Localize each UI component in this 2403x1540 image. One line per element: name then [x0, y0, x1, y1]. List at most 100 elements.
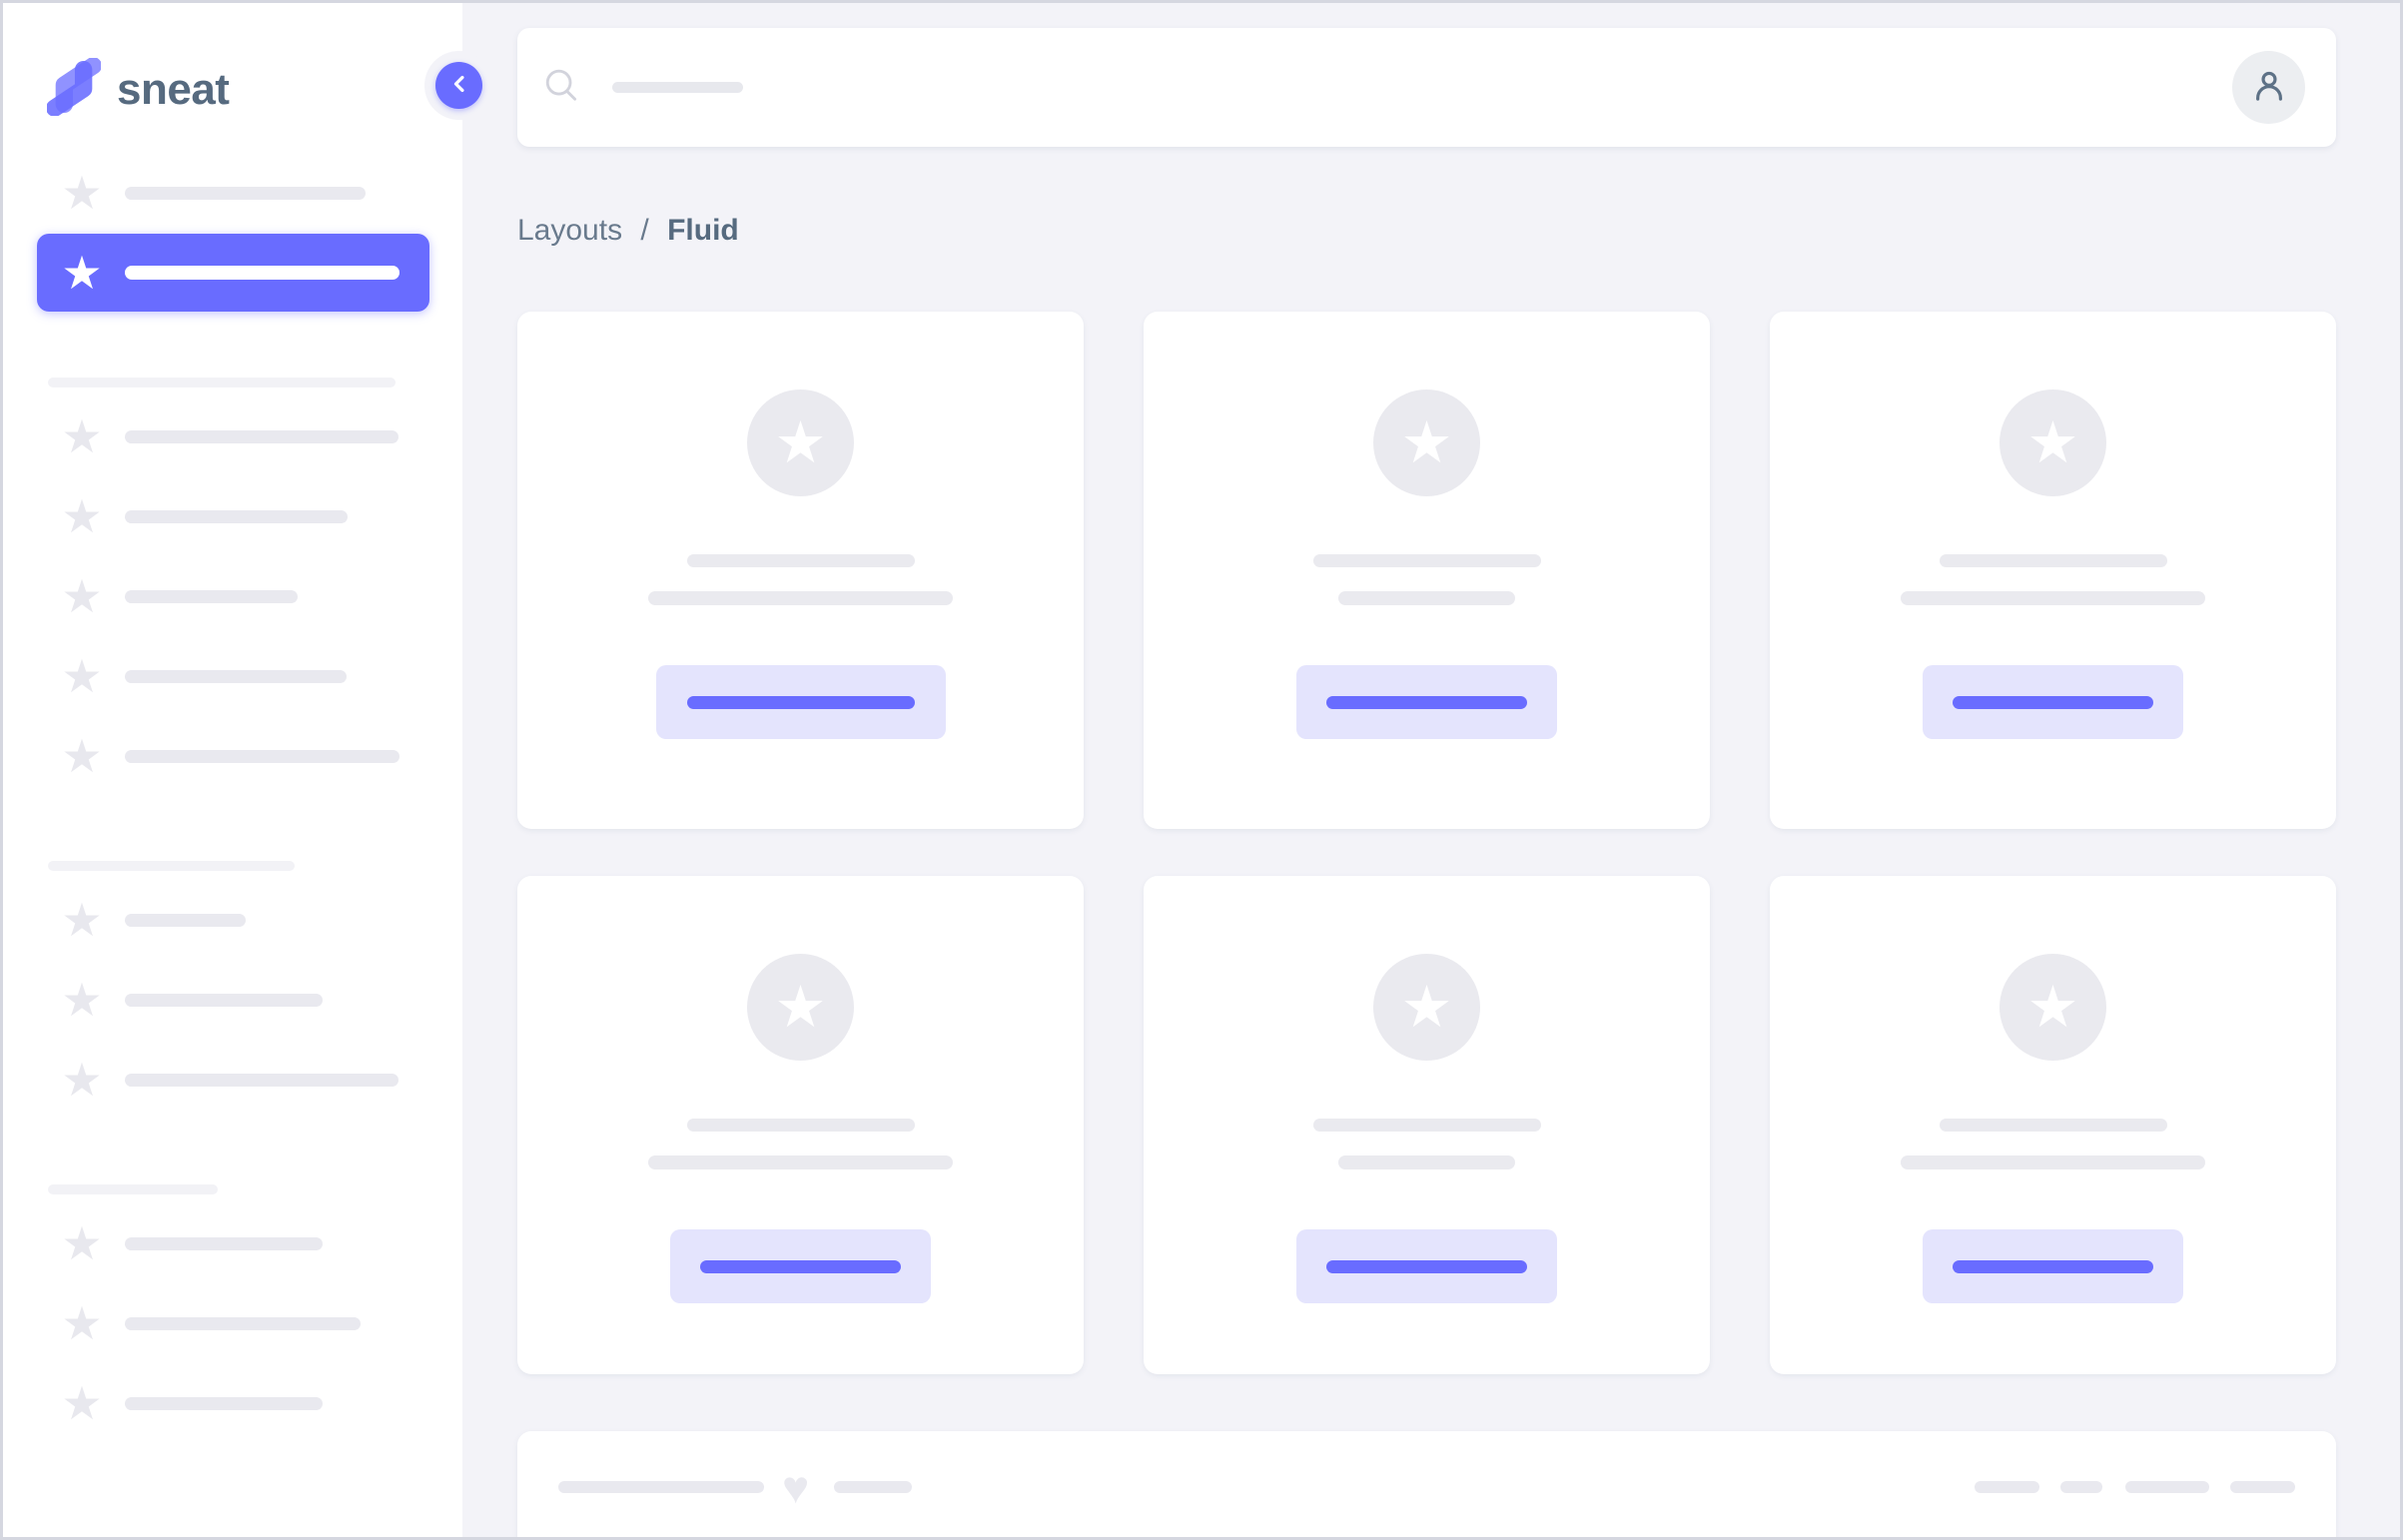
top-navbar	[517, 28, 2336, 147]
menu-item-placeholder	[125, 429, 399, 443]
sidebar-menu: ★ ★ ★ ★ ★ ★	[3, 121, 462, 1442]
card-text-placeholder	[686, 554, 915, 567]
menu-item-placeholder	[125, 669, 347, 683]
star-icon: ★	[61, 974, 103, 1026]
card-avatar: ★	[1373, 954, 1480, 1061]
card-text-placeholder	[1939, 554, 2167, 567]
menu-item-placeholder	[125, 266, 400, 280]
card-text-placeholder	[648, 591, 953, 605]
skeleton-card: ★	[1144, 876, 1710, 1374]
star-icon: ★	[61, 410, 103, 462]
button-label-placeholder	[1326, 1259, 1527, 1273]
sidebar-item[interactable]: ★	[37, 477, 429, 555]
card-action-button[interactable]	[655, 665, 946, 739]
text-placeholder	[558, 1481, 764, 1493]
bottom-skeleton-card: ♥	[517, 1431, 2336, 1537]
card-avatar: ★	[2000, 389, 2106, 496]
menu-item-placeholder	[125, 749, 400, 763]
user-avatar-button[interactable]	[2232, 51, 2305, 124]
menu-item-placeholder	[125, 509, 348, 523]
cards-grid: ★ ★ ★	[517, 312, 2336, 1374]
menu-item-placeholder	[125, 1396, 323, 1410]
bottom-card-right-placeholders	[1975, 1481, 2295, 1493]
breadcrumb-separator: /	[640, 214, 649, 247]
chevron-left-icon	[445, 70, 473, 101]
button-label-placeholder	[1953, 1259, 2153, 1273]
star-icon: ★	[61, 1054, 103, 1106]
card-avatar: ★	[2000, 954, 2106, 1061]
star-icon: ★	[61, 490, 103, 542]
star-icon: ★	[61, 570, 103, 622]
button-label-placeholder	[1326, 695, 1527, 709]
star-icon: ★	[61, 730, 103, 782]
sidebar-collapse-button[interactable]	[435, 62, 482, 109]
menu-item-placeholder	[125, 589, 298, 603]
card-action-button[interactable]	[1296, 1229, 1557, 1303]
star-icon: ★	[61, 167, 103, 219]
skeleton-card: ★	[517, 312, 1084, 829]
card-action-button[interactable]	[670, 1229, 931, 1303]
sidebar-item[interactable]: ★	[37, 637, 429, 715]
sidebar-item-active[interactable]: ★	[37, 234, 429, 312]
text-placeholder	[2060, 1481, 2102, 1493]
card-action-button[interactable]	[1296, 665, 1557, 739]
card-action-button[interactable]	[1923, 665, 2183, 739]
card-text-placeholder	[1338, 1155, 1515, 1169]
star-icon: ★	[1400, 974, 1453, 1040]
card-text-placeholder	[1939, 1119, 2167, 1132]
breadcrumb-layouts[interactable]: Layouts	[517, 214, 623, 247]
star-icon: ★	[61, 1297, 103, 1349]
star-icon: ★	[774, 974, 827, 1040]
sidebar-item[interactable]: ★	[37, 961, 429, 1039]
star-icon: ★	[61, 650, 103, 702]
card-text-placeholder	[686, 1119, 915, 1132]
search-input[interactable]	[542, 66, 2232, 109]
menu-item-placeholder	[125, 913, 246, 927]
skeleton-card: ★	[1770, 876, 2336, 1374]
text-placeholder	[2230, 1481, 2295, 1493]
text-placeholder	[2125, 1481, 2209, 1493]
star-icon: ★	[61, 247, 103, 299]
button-label-placeholder	[700, 1259, 901, 1273]
card-text-placeholder	[1338, 591, 1515, 605]
menu-item-placeholder	[125, 1316, 361, 1330]
sidebar-item[interactable]: ★	[37, 881, 429, 959]
skeleton-card: ★	[1144, 312, 1710, 829]
breadcrumb: Layouts / Fluid	[517, 209, 2336, 253]
card-text-placeholder	[1901, 591, 2205, 605]
card-avatar: ★	[747, 389, 854, 496]
sidebar-item[interactable]: ★	[37, 1204, 429, 1282]
sidebar-item[interactable]: ★	[37, 154, 429, 232]
text-placeholder	[834, 1481, 913, 1493]
menu-item-placeholder	[125, 993, 323, 1007]
sneat-logo-icon	[46, 57, 102, 121]
star-icon: ★	[1400, 409, 1453, 475]
star-icon: ★	[61, 894, 103, 946]
sidebar-item[interactable]: ★	[37, 397, 429, 475]
sidebar-item[interactable]: ★	[37, 1041, 429, 1119]
sidebar-item[interactable]: ★	[37, 717, 429, 795]
sidebar-item[interactable]: ★	[37, 1364, 429, 1442]
button-label-placeholder	[686, 695, 915, 709]
button-label-placeholder	[1953, 695, 2153, 709]
card-action-button[interactable]	[1923, 1229, 2183, 1303]
sidebar-item[interactable]: ★	[37, 557, 429, 635]
brand[interactable]: sneat	[3, 3, 462, 121]
skeleton-card: ★	[517, 876, 1084, 1374]
main-content: Layouts / Fluid ★ ★	[462, 3, 2400, 1537]
menu-section-header-placeholder	[48, 1184, 218, 1194]
star-icon: ★	[61, 1217, 103, 1269]
menu-section-header-placeholder	[48, 861, 295, 871]
card-text-placeholder	[1312, 554, 1541, 567]
heart-icon: ♥	[782, 1461, 810, 1513]
menu-item-placeholder	[125, 186, 366, 200]
person-icon	[2248, 65, 2290, 110]
card-avatar: ★	[1373, 389, 1480, 496]
sidebar-item[interactable]: ★	[37, 1284, 429, 1362]
card-avatar: ★	[747, 954, 854, 1061]
card-text-placeholder	[1901, 1155, 2205, 1169]
search-icon	[542, 66, 580, 109]
star-icon: ★	[2026, 409, 2079, 475]
menu-item-placeholder	[125, 1073, 399, 1087]
